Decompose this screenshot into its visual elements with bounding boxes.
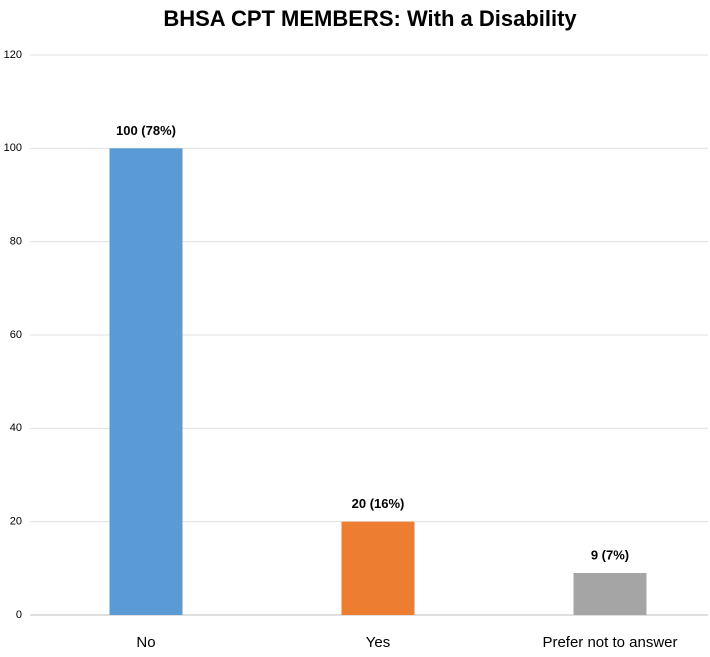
x-tick-label: Prefer not to answer — [542, 634, 677, 651]
bar — [573, 573, 647, 615]
y-tick-label: 20 — [10, 516, 22, 528]
y-tick-label: 0 — [16, 609, 22, 621]
bar — [341, 521, 415, 615]
value-label: 20 (16%) — [352, 496, 405, 511]
y-tick-label: 40 — [10, 422, 22, 434]
x-tick-label: Yes — [366, 634, 390, 651]
x-tick-label: No — [136, 634, 155, 651]
chart-title: BHSA CPT MEMBERS: With a Disability — [163, 6, 577, 31]
y-tick-label: 80 — [10, 236, 22, 248]
y-tick-label: 60 — [10, 329, 22, 341]
bar — [109, 148, 183, 616]
value-label: 100 (78%) — [116, 123, 176, 138]
value-label: 9 (7%) — [591, 547, 629, 562]
y-tick-label: 120 — [4, 49, 22, 61]
y-tick-label: 100 — [4, 142, 22, 154]
